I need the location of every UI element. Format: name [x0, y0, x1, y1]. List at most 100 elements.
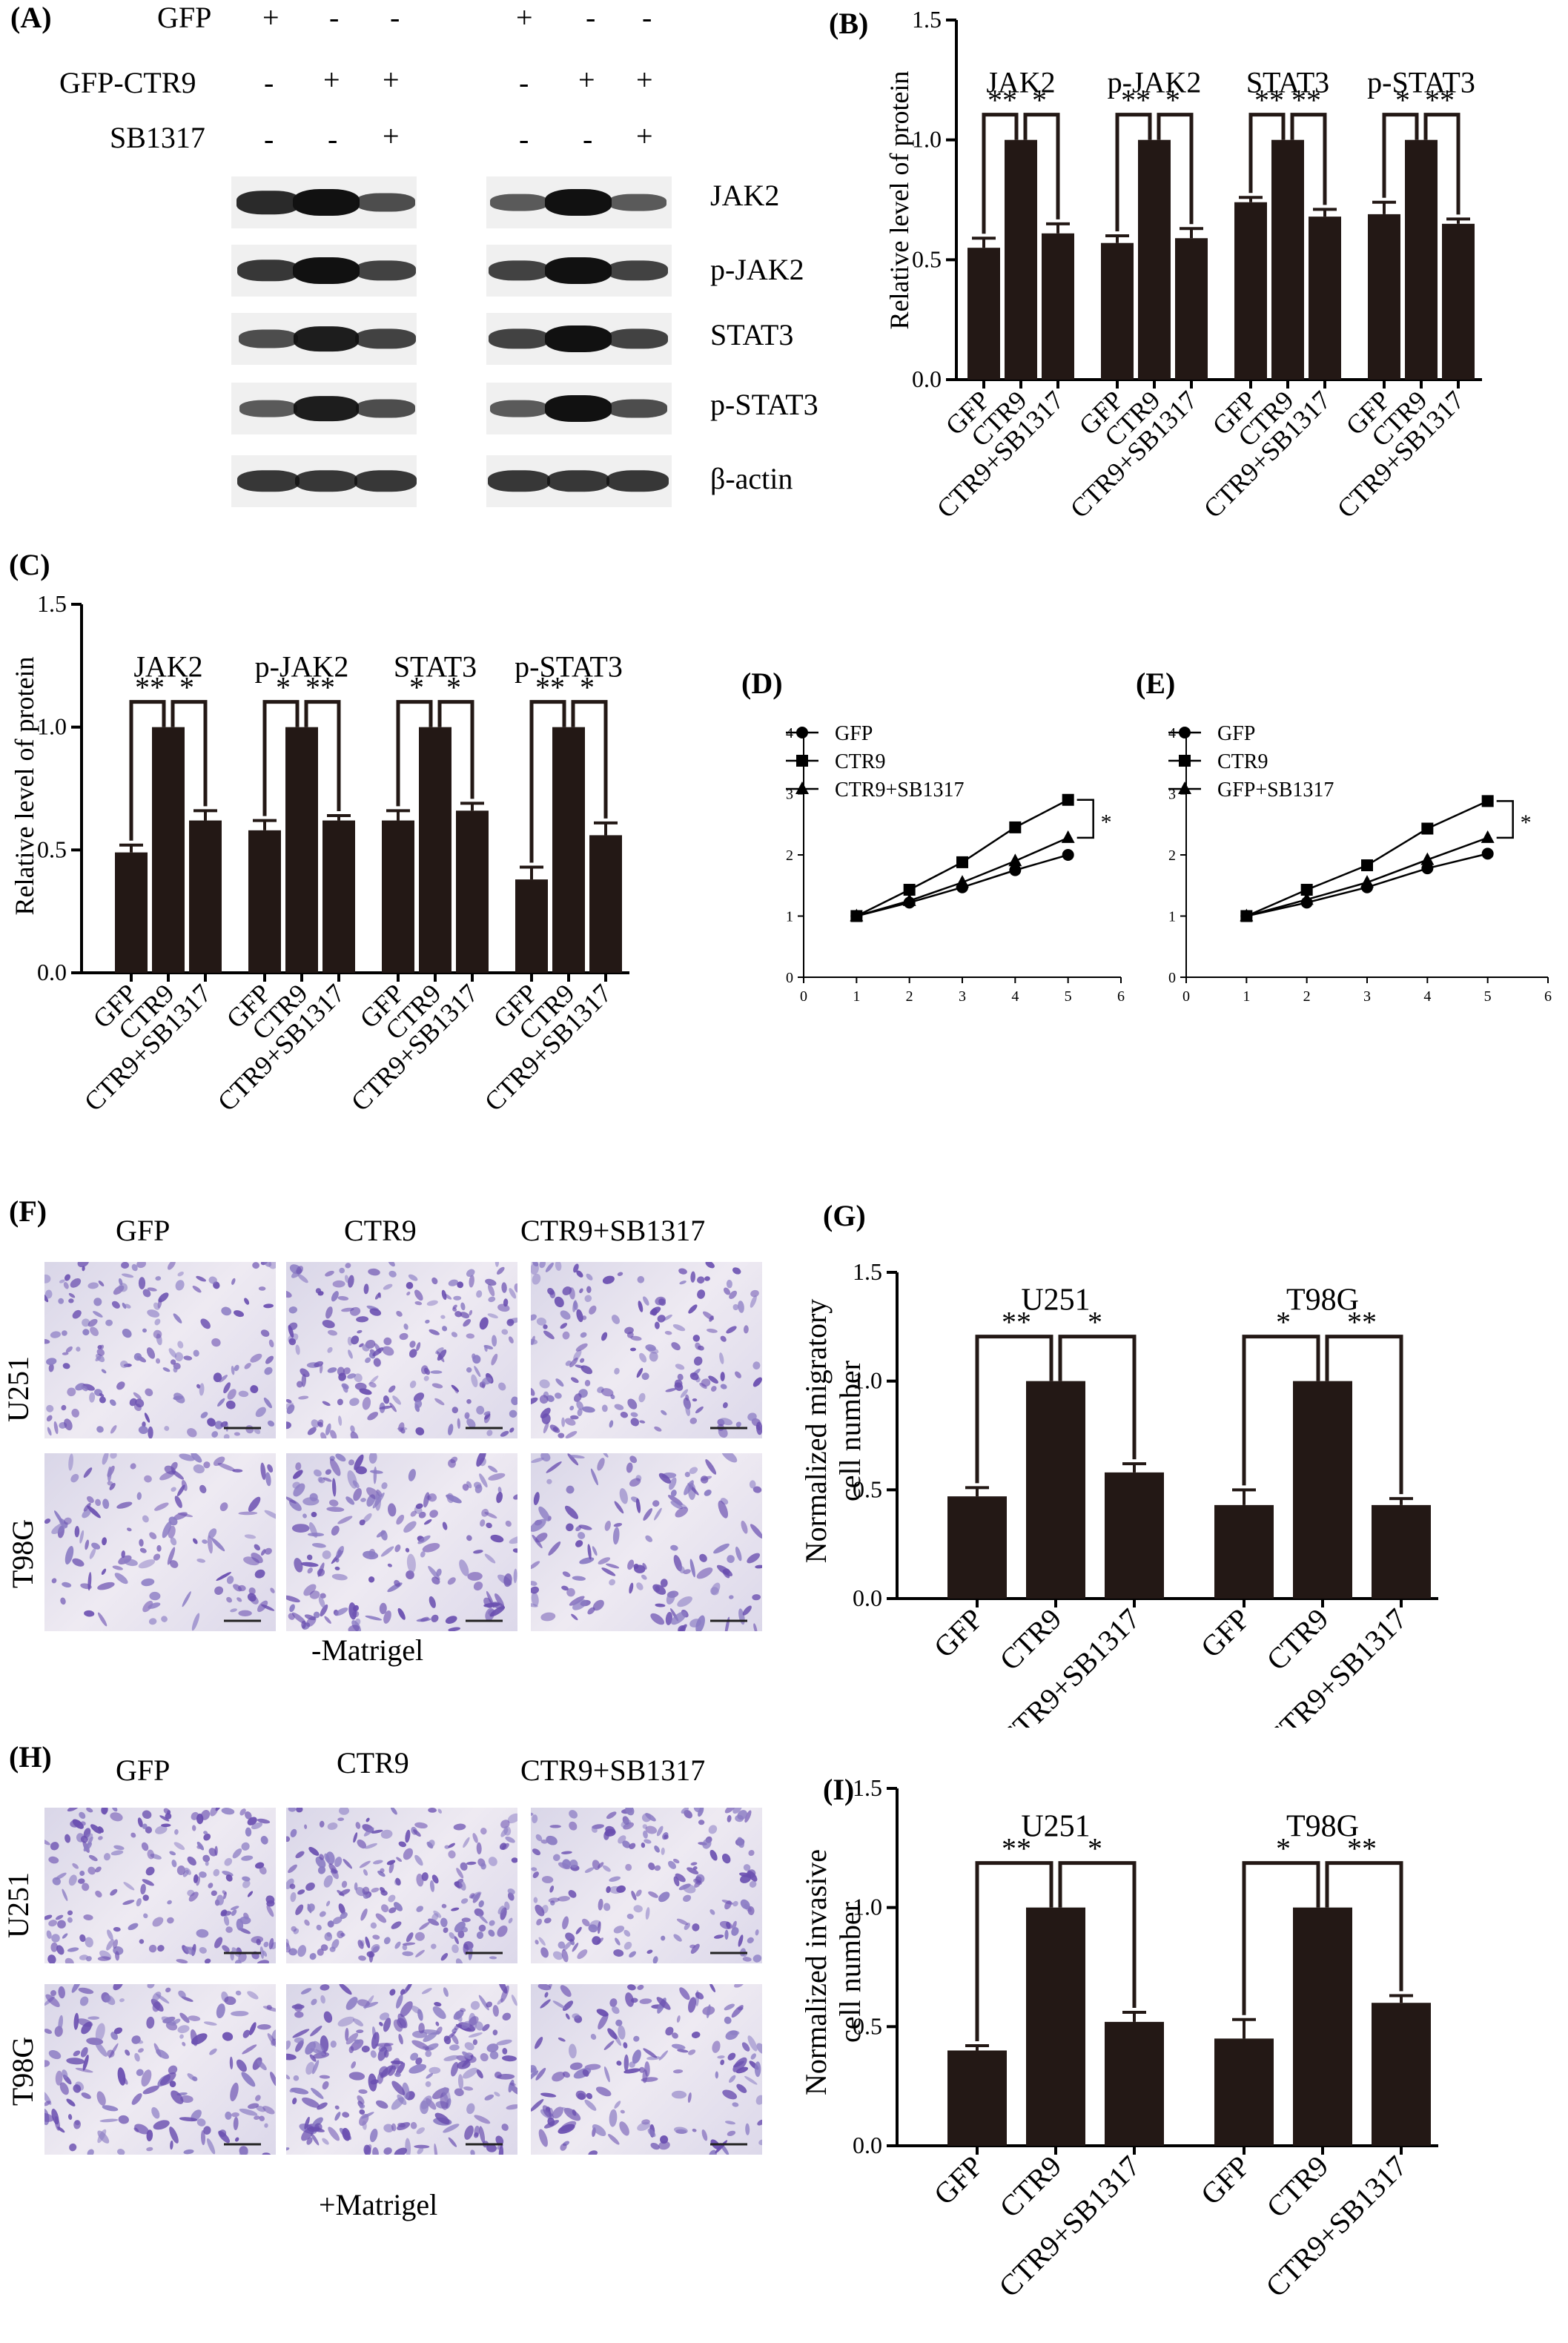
legend-label: CTR9+SB1317: [835, 779, 965, 802]
y-tick-label: 1.5: [912, 6, 942, 33]
bar: [1026, 1381, 1085, 1599]
blot-band: [237, 260, 300, 282]
significance-bracket: [982, 113, 1019, 234]
cell-stain-pattern: [531, 1262, 762, 1438]
y-axis-label: cell number: [833, 1361, 867, 1501]
bar: [1005, 139, 1037, 380]
bar: [419, 727, 451, 973]
marker-triangle: [1300, 892, 1314, 905]
blot-band: [490, 400, 548, 417]
x-tick-label: CTR9: [1260, 1602, 1334, 1677]
y-tick-label: 0: [786, 970, 793, 986]
x-tick-label: CTR9+SB1317: [992, 2149, 1146, 2304]
condition-sign: -: [519, 122, 529, 156]
panel-label-i: (I): [823, 1773, 855, 1806]
marker-triangle: [1008, 853, 1022, 867]
x-tick-label: CTR9+SB1317: [1259, 2149, 1413, 2304]
x-tick-label: 2: [906, 988, 913, 1005]
condition-sign: +: [323, 63, 340, 96]
transwell-image: [286, 1984, 517, 2155]
y-tick-label: 1.5: [853, 1258, 882, 1285]
y-tick-label: 3: [786, 787, 793, 803]
significance-marker: *: [1032, 84, 1047, 117]
panel-label-a: (A): [10, 1, 52, 34]
significance-marker: **: [1425, 84, 1455, 117]
marker-square: [1481, 795, 1494, 807]
marker-triangle: [902, 893, 916, 906]
significance-bracket: [1242, 1861, 1320, 2015]
panel-label-h: (H): [9, 1740, 52, 1774]
cell-stain-pattern: [44, 1453, 276, 1631]
condition-sign: -: [390, 1, 400, 34]
blot-band: [545, 189, 612, 216]
column-label-gfp: GFP: [116, 1754, 171, 1787]
group-label: STAT3: [1246, 66, 1329, 99]
blot-band: [293, 257, 360, 284]
bar: [189, 820, 222, 973]
group-label: p-JAK2: [255, 650, 349, 684]
group-label: JAK2: [133, 650, 202, 684]
legend-label: GFP: [835, 722, 873, 745]
group-label: T98G: [1286, 1283, 1359, 1318]
marker-circle: [1481, 847, 1494, 860]
series-line: [1246, 800, 1489, 917]
blot-band: [236, 191, 300, 214]
condition-label-sb1317: SB1317: [110, 121, 205, 154]
blot-band: [355, 260, 416, 281]
significance-marker: *: [1088, 1306, 1102, 1339]
caption-plus-matrigel: +Matrigel: [319, 2188, 438, 2221]
bar: [1271, 139, 1304, 380]
column-label-ctr9-sb1317: CTR9+SB1317: [520, 1754, 706, 1787]
significance-bracket: [1076, 799, 1094, 839]
bar: [1026, 1907, 1085, 2146]
blot-band: [545, 257, 612, 284]
y-tick-label: 1.0: [37, 713, 67, 740]
marker-triangle: [1420, 852, 1435, 865]
marker-circle: [1421, 862, 1434, 875]
blot-band: [354, 470, 417, 492]
marker-square: [1421, 822, 1434, 835]
bar: [1293, 1381, 1352, 1599]
bar: [1101, 242, 1134, 380]
condition-sign: -: [519, 66, 529, 99]
significance-marker: **: [535, 671, 565, 704]
x-tick-label: CTR9: [993, 1602, 1068, 1677]
significance-marker: *: [1276, 1306, 1291, 1339]
bar: [1309, 217, 1341, 380]
column-label-ctr9: CTR9: [344, 1214, 417, 1247]
cell-stain-pattern: [286, 1808, 517, 1963]
y-axis-label: cell number: [833, 1902, 867, 2043]
cell-stain-pattern: [531, 1453, 762, 1631]
x-tick-label: CTR9: [1260, 2149, 1334, 2224]
x-tick-label: 6: [1117, 988, 1125, 1005]
condition-sign: +: [636, 119, 653, 153]
significance-bracket: [1325, 1335, 1403, 1495]
legend-label: CTR9: [1217, 750, 1268, 773]
blot-row-beta-actin-right: [486, 455, 672, 507]
significance-marker: **: [1002, 1832, 1031, 1866]
significance-marker: *: [1276, 1832, 1291, 1866]
panel-label-f: (F): [9, 1194, 47, 1228]
marker-triangle: [1240, 908, 1254, 922]
condition-sign: +: [516, 1, 533, 34]
marker-triangle: [1178, 781, 1191, 794]
x-tick-label: GFP: [927, 1602, 990, 1665]
condition-sign: +: [383, 63, 400, 96]
significance-marker: *: [1088, 1832, 1102, 1866]
y-tick-label: 1.0: [853, 1367, 882, 1394]
y-tick-label: 1.5: [37, 590, 67, 617]
bar: [1368, 214, 1400, 380]
blot-band: [490, 194, 548, 211]
x-tick-label: 2: [1303, 988, 1311, 1005]
blot-band: [547, 470, 609, 492]
bar: [322, 820, 355, 973]
y-tick-label: 0.0: [912, 366, 942, 392]
significance-marker: *: [1165, 84, 1180, 117]
marker-square: [903, 884, 916, 896]
y-tick-label: 2: [1168, 847, 1176, 864]
condition-sign: -: [329, 1, 340, 34]
legend-label: GFP: [1217, 722, 1255, 745]
x-tick-label: GFP: [1194, 1602, 1257, 1665]
marker-square: [1361, 859, 1373, 872]
